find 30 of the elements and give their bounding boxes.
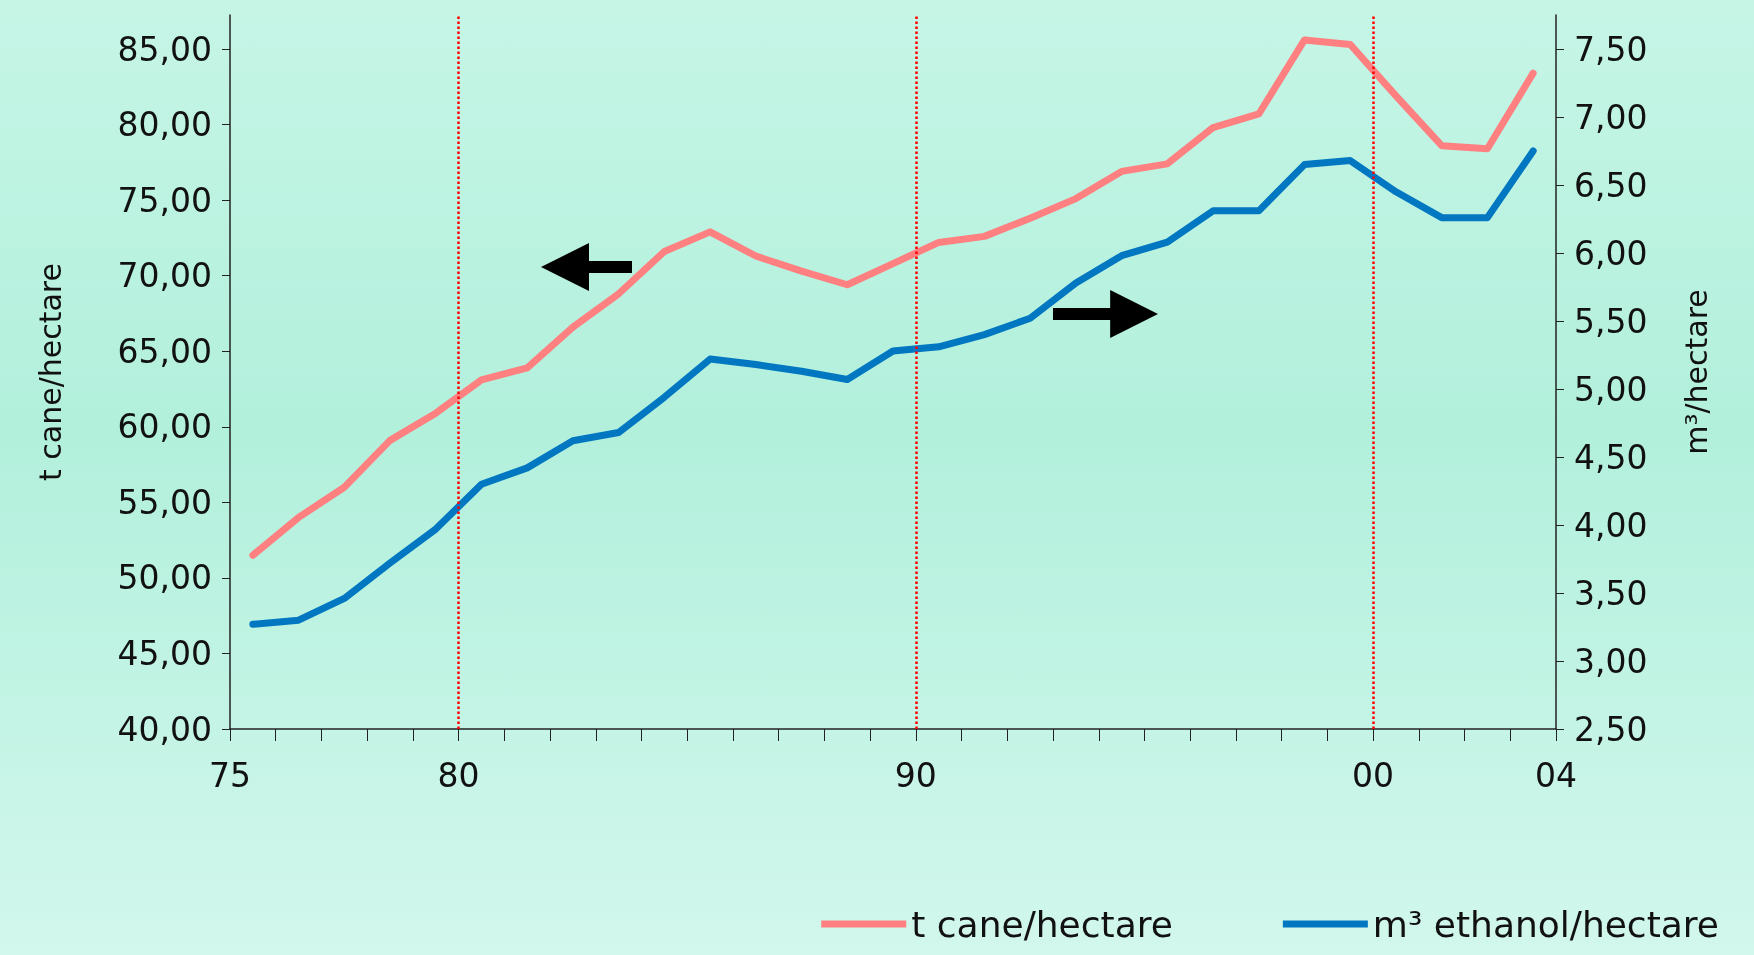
x-tick-label: 90: [894, 756, 937, 795]
x-tick-label: 75: [209, 756, 251, 795]
y-tick-label: 55,00: [117, 482, 212, 522]
legend-label: m³ ethanol/hectare: [1372, 903, 1720, 945]
x-tick-label: 00: [1352, 756, 1395, 795]
y2-tick-label: 3,00: [1574, 641, 1648, 681]
y2-tick-label: 6,00: [1574, 233, 1648, 273]
y2-tick-label: 2,50: [1574, 709, 1648, 749]
y2-tick-label: 5,00: [1574, 369, 1648, 409]
y2-tick-label: 6,50: [1574, 165, 1648, 205]
y2-tick-label: 7,50: [1574, 29, 1648, 69]
legend-label: t cane/hectare: [911, 903, 1173, 945]
y2-tick-label: 4,50: [1574, 437, 1648, 477]
y2-axis-title: m³/hectare: [1678, 289, 1714, 455]
y-tick-label: 65,00: [117, 331, 212, 371]
y2-tick-label: 4,00: [1574, 505, 1648, 545]
y2-tick-label: 7,00: [1574, 97, 1648, 137]
y-tick-label: 60,00: [117, 407, 212, 447]
y-tick-label: 45,00: [117, 633, 212, 673]
y-tick-label: 70,00: [117, 256, 212, 296]
y-tick-label: 40,00: [117, 709, 212, 749]
x-tick-label: 04: [1535, 756, 1577, 795]
y-tick-label: 85,00: [117, 29, 212, 69]
y-axis-title: t cane/hectare: [32, 263, 68, 481]
y-tick-label: 80,00: [117, 105, 212, 145]
y-tick-label: 75,00: [117, 180, 212, 220]
y2-tick-label: 3,50: [1574, 573, 1648, 613]
y-tick-label: 50,00: [117, 558, 212, 598]
x-tick-label: 80: [437, 756, 480, 795]
y2-tick-label: 5,50: [1574, 301, 1648, 341]
